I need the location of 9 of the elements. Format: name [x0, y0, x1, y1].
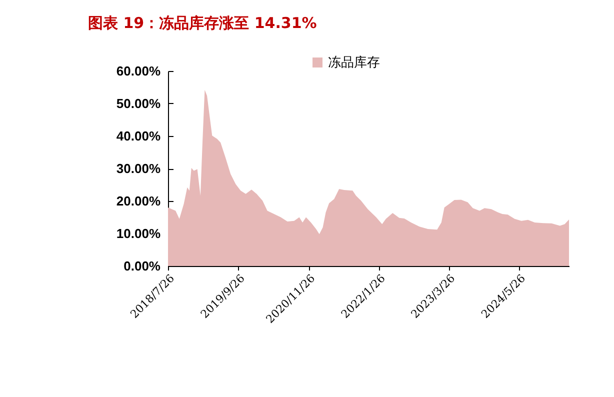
legend-label: 冻品库存 [328, 56, 380, 70]
y-tick-label: 50.00% [116, 96, 161, 111]
chart-title: 图表 19：冻品库存涨至 14.31% [88, 14, 317, 32]
y-tick-label: 10.00% [116, 226, 161, 241]
y-tick-label: 40.00% [116, 128, 161, 144]
y-tick-label: 20.00% [116, 194, 161, 208]
y-tick-label: 0.00% [124, 258, 161, 274]
y-tick-label: 60.00% [116, 64, 161, 78]
y-tick-label: 30.00% [116, 161, 161, 176]
